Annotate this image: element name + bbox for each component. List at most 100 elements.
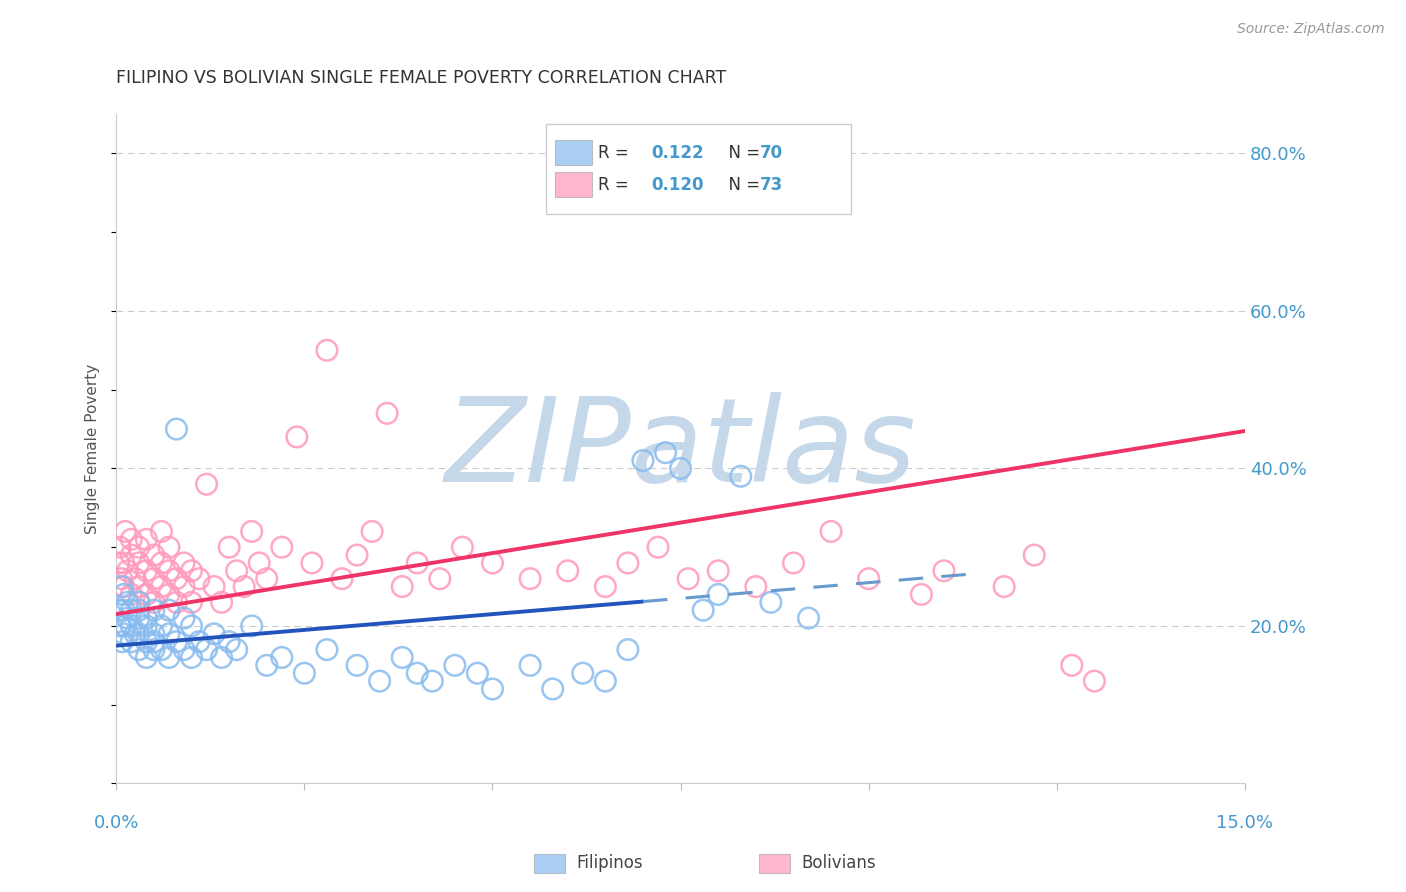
- Point: [135, 611, 157, 625]
- Point: [150, 619, 173, 633]
- Point: [240, 619, 263, 633]
- Point: [595, 674, 617, 689]
- Point: [166, 634, 188, 648]
- Point: [211, 650, 233, 665]
- Point: [707, 564, 730, 578]
- Point: [157, 650, 180, 665]
- Point: [595, 580, 617, 594]
- Point: [111, 634, 134, 648]
- Point: [346, 658, 368, 673]
- Point: [406, 556, 429, 570]
- Point: [124, 572, 146, 586]
- Point: [571, 666, 593, 681]
- Point: [1024, 548, 1046, 562]
- Bar: [555, 172, 592, 197]
- Text: Bolivians: Bolivians: [801, 855, 876, 872]
- Bar: [759, 854, 790, 873]
- Point: [707, 587, 730, 601]
- Point: [142, 603, 165, 617]
- Point: [391, 650, 413, 665]
- Point: [820, 524, 842, 539]
- Point: [316, 343, 339, 358]
- Point: [142, 595, 165, 609]
- Point: [647, 540, 669, 554]
- Point: [120, 619, 142, 633]
- Point: [1083, 674, 1105, 689]
- Point: [166, 595, 188, 609]
- Point: [142, 642, 165, 657]
- Point: [142, 572, 165, 586]
- Point: [247, 556, 270, 570]
- Point: [218, 634, 240, 648]
- Point: [180, 595, 202, 609]
- Point: [128, 627, 150, 641]
- Point: [120, 603, 142, 617]
- Point: [107, 603, 129, 617]
- Point: [429, 572, 451, 586]
- Point: [240, 524, 263, 539]
- Point: [188, 634, 211, 648]
- Point: [444, 658, 467, 673]
- Point: [110, 580, 132, 594]
- Point: [256, 572, 278, 586]
- Point: [270, 650, 292, 665]
- Point: [195, 477, 218, 491]
- Point: [120, 548, 142, 562]
- Point: [301, 556, 323, 570]
- Point: [481, 556, 503, 570]
- Text: 70: 70: [759, 144, 783, 161]
- Point: [225, 642, 247, 657]
- Y-axis label: Single Female Poverty: Single Female Poverty: [86, 364, 100, 534]
- Point: [117, 611, 139, 625]
- Point: [128, 556, 150, 570]
- Point: [157, 603, 180, 617]
- Text: R =: R =: [598, 144, 634, 161]
- Point: [180, 619, 202, 633]
- Point: [135, 634, 157, 648]
- Point: [112, 556, 135, 570]
- Point: [142, 627, 165, 641]
- Point: [112, 603, 135, 617]
- Point: [730, 469, 752, 483]
- Point: [128, 580, 150, 594]
- Point: [112, 627, 135, 641]
- Point: [112, 587, 135, 601]
- Point: [654, 445, 676, 459]
- Point: [135, 564, 157, 578]
- Point: [157, 627, 180, 641]
- Point: [117, 564, 139, 578]
- Text: 0.122: 0.122: [651, 144, 704, 161]
- Point: [128, 595, 150, 609]
- Point: [110, 572, 132, 586]
- Point: [692, 603, 714, 617]
- Text: 0.0%: 0.0%: [94, 814, 139, 831]
- Point: [202, 580, 225, 594]
- Point: [932, 564, 955, 578]
- Point: [218, 540, 240, 554]
- Point: [346, 548, 368, 562]
- Point: [225, 564, 247, 578]
- Text: R =: R =: [598, 176, 634, 194]
- Bar: [555, 140, 592, 165]
- Point: [420, 674, 443, 689]
- Point: [112, 580, 135, 594]
- Point: [676, 572, 699, 586]
- Point: [157, 564, 180, 578]
- Point: [1060, 658, 1083, 673]
- Point: [285, 430, 308, 444]
- Point: [128, 642, 150, 657]
- Text: Filipinos: Filipinos: [576, 855, 643, 872]
- Point: [759, 595, 782, 609]
- Point: [128, 611, 150, 625]
- Point: [519, 658, 541, 673]
- Text: 15.0%: 15.0%: [1216, 814, 1274, 831]
- Point: [150, 524, 173, 539]
- Text: 73: 73: [759, 176, 783, 194]
- Bar: [534, 854, 565, 873]
- Point: [519, 572, 541, 586]
- Point: [157, 540, 180, 554]
- Point: [120, 587, 142, 601]
- Point: [669, 461, 692, 475]
- Point: [368, 674, 391, 689]
- Point: [557, 564, 579, 578]
